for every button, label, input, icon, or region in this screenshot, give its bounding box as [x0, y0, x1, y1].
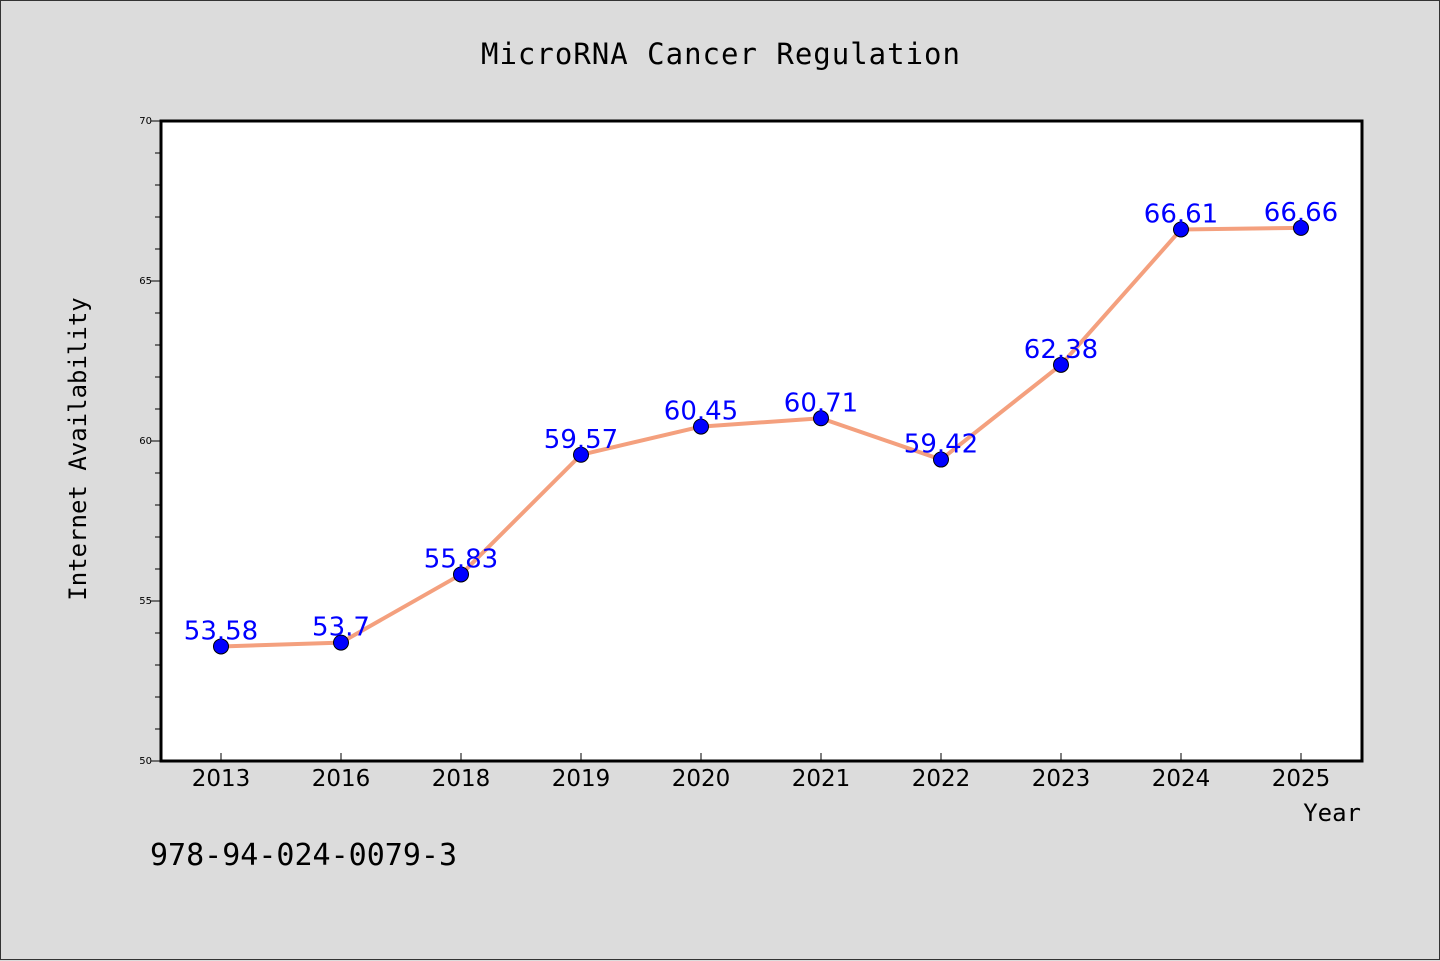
series-line-group — [219, 225, 1303, 649]
data-label: 59.57 — [544, 425, 618, 455]
x-axis-label: Year — [1303, 799, 1361, 827]
data-point — [1173, 221, 1189, 238]
x-tick-label: 2016 — [312, 766, 371, 792]
plot-area — [159, 119, 1364, 763]
data-label: 59.42 — [904, 430, 978, 460]
x-tick-label: 2019 — [552, 766, 611, 792]
x-tick-label: 2023 — [1032, 766, 1091, 792]
y-tick-label: 50 — [139, 756, 152, 767]
y-axis: 50 55 60 65 70 — [139, 116, 161, 767]
data-point — [1293, 219, 1309, 236]
x-tick-label: 2018 — [432, 766, 491, 792]
data-label: 60.71 — [784, 388, 858, 418]
isbn-text: 978-94-024-0079-3 — [150, 838, 457, 873]
data-point — [453, 566, 469, 583]
x-axis: 2013 2016 2018 2019 2020 2021 2022 2023 2024 2025 — [192, 753, 1331, 792]
chart-title: MicroRNA Cancer Regulation — [481, 37, 961, 71]
data-points — [213, 219, 1309, 655]
y-axis-label: Internet Availability — [64, 297, 92, 600]
data-point — [213, 638, 229, 655]
x-tick-label: 2022 — [912, 766, 971, 792]
data-label: 60.45 — [664, 397, 738, 427]
x-tick-label: 2025 — [1272, 766, 1331, 792]
data-label: 62.38 — [1024, 335, 1098, 365]
data-point — [693, 418, 709, 435]
series-line — [219, 225, 1303, 649]
x-tick-label: 2013 — [192, 766, 251, 792]
data-point — [813, 410, 829, 427]
y-tick-label: 55 — [139, 596, 152, 607]
data-label: 66.66 — [1264, 198, 1338, 228]
data-point — [333, 634, 349, 651]
data-label: 53.58 — [184, 616, 258, 646]
y-tick-label: 70 — [139, 116, 152, 127]
data-label: 53.7 — [312, 613, 370, 643]
x-tick-label: 2024 — [1152, 766, 1211, 792]
data-point — [933, 451, 949, 468]
data-label: 55.83 — [424, 544, 498, 574]
data-label: 66.61 — [1144, 199, 1218, 229]
data-point — [1053, 356, 1069, 373]
y-tick-label: 60 — [139, 436, 152, 447]
data-point — [573, 446, 589, 463]
y-tick-label: 65 — [139, 276, 152, 287]
data-labels: 53.58 53.7 55.83 59.57 60.45 60.71 59.42 62.38 6… — [184, 198, 1338, 647]
x-tick-label: 2021 — [792, 766, 851, 792]
x-tick-label: 2020 — [672, 766, 731, 792]
